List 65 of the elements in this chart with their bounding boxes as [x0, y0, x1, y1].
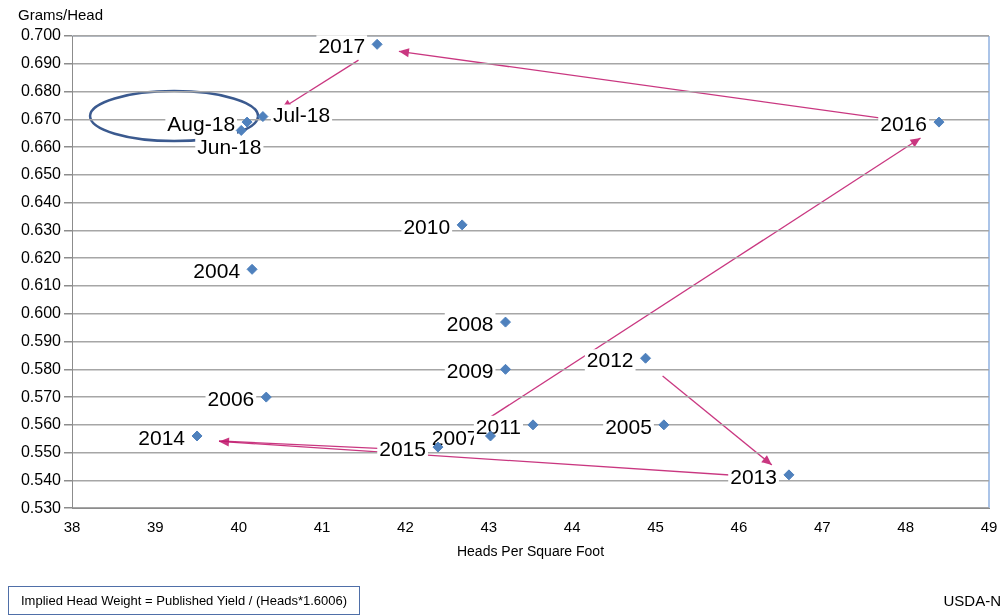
annotation: 2009 — [446, 359, 494, 383]
annotation: Aug-18 — [167, 111, 236, 135]
y-tick-label: 0.590 — [20, 331, 62, 349]
annotation: 2006 — [207, 386, 255, 410]
annotation: 2008 — [446, 311, 494, 335]
y-tick-label: 0.540 — [20, 470, 62, 488]
y-tick-label: 0.600 — [20, 304, 62, 322]
point — [191, 430, 203, 442]
y-tick-label: 0.580 — [20, 359, 62, 377]
point — [527, 419, 539, 431]
annotation: Jul-18 — [272, 103, 331, 127]
point — [933, 116, 945, 128]
x-tick-label: 42 — [397, 518, 414, 536]
x-tick-label: 47 — [813, 518, 831, 536]
y-tick-label: 0.650 — [20, 165, 62, 183]
point — [658, 419, 670, 431]
point — [499, 363, 511, 375]
annotation: 2015 — [379, 436, 426, 460]
point — [246, 263, 258, 275]
y-tick-label: 0.640 — [20, 193, 62, 211]
y-axis-title: Grams/Head — [18, 6, 104, 24]
annotation: 2014 — [138, 425, 186, 449]
x-tick-label: 44 — [563, 518, 581, 536]
annotation: 2010 — [403, 214, 451, 238]
point — [241, 116, 253, 128]
y-tick-label: 0.700 — [20, 26, 62, 44]
annotation: Jun-18 — [197, 135, 262, 159]
x-tick-label: 43 — [480, 518, 498, 536]
point — [371, 38, 383, 50]
x-tick-label: 48 — [897, 518, 914, 536]
point — [260, 391, 272, 403]
y-tick-label: 0.690 — [20, 54, 62, 72]
y-tick-label: 0.530 — [20, 498, 62, 516]
text: USDA-N — [943, 592, 1001, 609]
x-axis-title: Heads Per Square Foot — [456, 543, 605, 560]
y-tick-label: 0.630 — [20, 220, 62, 238]
x-tick-label: 38 — [63, 518, 81, 536]
x-tick-label: 46 — [730, 518, 748, 536]
annotation: 2005 — [605, 414, 652, 438]
annotation: 2004 — [193, 259, 241, 283]
annotation: 2011 — [475, 414, 521, 438]
point — [499, 316, 511, 328]
y-tick-label: 0.610 — [20, 276, 62, 294]
x-tick-label: 39 — [147, 518, 164, 536]
annotation: 2013 — [730, 464, 777, 488]
y-tick-label: 0.570 — [20, 387, 62, 405]
point — [235, 124, 247, 136]
y-tick-label: 0.620 — [20, 248, 62, 266]
y-tick-label: 0.680 — [20, 81, 62, 99]
point — [640, 352, 652, 364]
text: Implied Head Weight = Published Yield / (Heads*1.6006) — [8, 586, 361, 615]
point — [257, 111, 269, 123]
annotation: 2017 — [318, 34, 366, 58]
annotation: 2016 — [880, 111, 927, 135]
point — [456, 219, 468, 231]
x-tick-label: 40 — [230, 518, 248, 536]
y-tick-label: 0.660 — [20, 137, 62, 155]
point — [783, 469, 795, 481]
y-tick-label: 0.560 — [20, 415, 62, 433]
x-tick-label: 41 — [313, 518, 331, 536]
annotation: 2012 — [586, 348, 634, 371]
y-tick-label: 0.670 — [20, 109, 62, 127]
x-tick-label: 45 — [647, 518, 664, 536]
x-tick-label: 49 — [980, 518, 998, 536]
y-tick-label: 0.550 — [20, 443, 62, 461]
